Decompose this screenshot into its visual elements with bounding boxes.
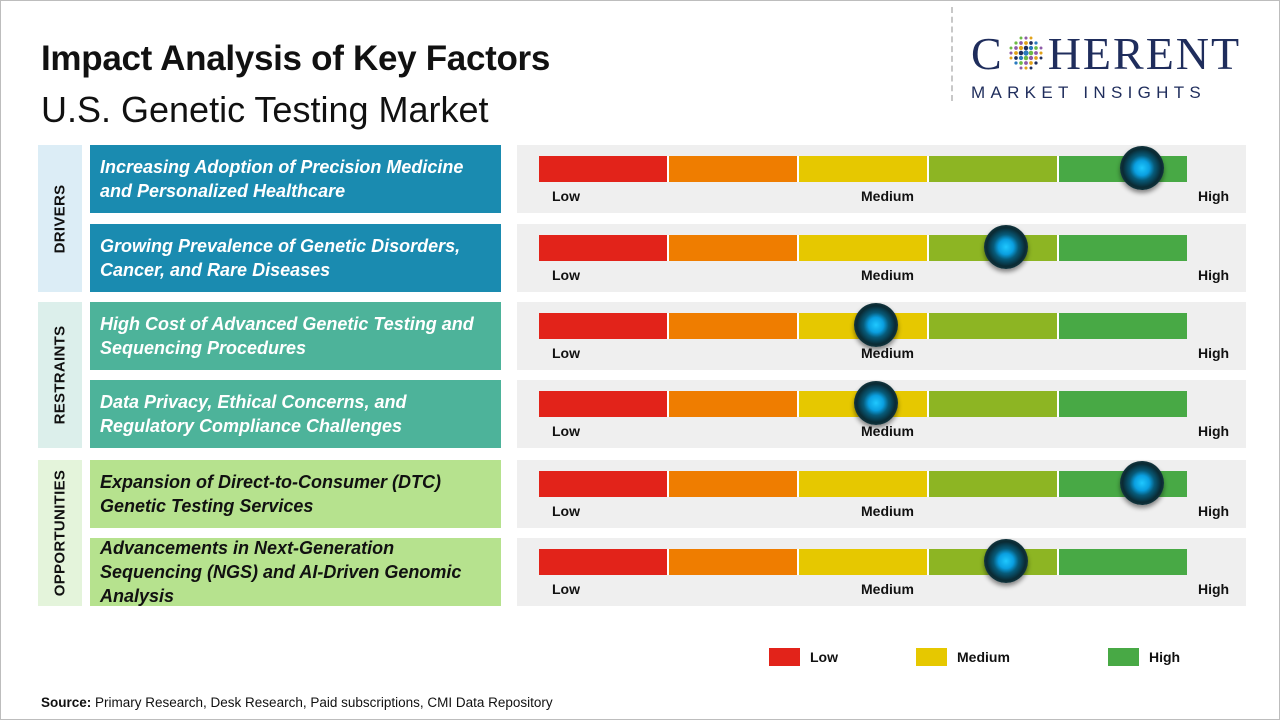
section-band-opportunities: OPPORTUNITIES <box>38 460 82 606</box>
scale-segment <box>929 471 1059 497</box>
scale-label-low: Low <box>552 503 580 519</box>
scale-segment <box>669 471 799 497</box>
impact-marker <box>1119 146 1164 190</box>
scale-segment <box>929 313 1059 339</box>
impact-meter: Low Medium High <box>517 380 1246 448</box>
impact-meter: Low Medium High <box>517 538 1246 606</box>
scale-segment <box>539 549 669 575</box>
scale-label-medium: Medium <box>861 581 914 597</box>
factor-box: Expansion of Direct-to-Consumer (DTC) Ge… <box>90 460 501 528</box>
scale-label-low: Low <box>552 423 580 439</box>
scale-segment <box>669 549 799 575</box>
factor-box: Growing Prevalence of Genetic Disorders,… <box>90 224 501 292</box>
scale-segment <box>669 156 799 182</box>
factor-box: Increasing Adoption of Precision Medicin… <box>90 145 501 213</box>
legend-item-high: High <box>1108 648 1180 666</box>
legend-label-low: Low <box>810 649 838 665</box>
scale-label-low: Low <box>552 345 580 361</box>
scale-segment <box>1059 313 1187 339</box>
scale-segment <box>1059 391 1187 417</box>
impact-marker <box>853 381 898 425</box>
factor-label: Increasing Adoption of Precision Medicin… <box>100 157 464 201</box>
legend-label-high: High <box>1149 649 1181 665</box>
impact-meter: Low Medium High <box>517 302 1246 370</box>
header-divider <box>951 7 953 101</box>
source-text: Primary Research, Desk Research, Paid su… <box>91 695 553 710</box>
impact-scale-bar <box>539 156 1187 182</box>
scale-label-medium: Medium <box>861 423 914 439</box>
scale-segment <box>539 156 669 182</box>
scale-segment <box>799 235 929 261</box>
impact-meter: Low Medium High <box>517 224 1246 292</box>
scale-segment <box>929 391 1059 417</box>
scale-segment <box>669 391 799 417</box>
logo-wordmark-right: HERENT <box>1047 28 1242 79</box>
scale-label-high: High <box>1198 345 1230 361</box>
logo-wordmark: C HERENT <box>971 31 1263 77</box>
scale-label-medium: Medium <box>861 345 914 361</box>
legend-swatch-medium <box>916 648 947 666</box>
factor-box: Data Privacy, Ethical Concerns, and Regu… <box>90 380 501 448</box>
page-title: Impact Analysis of Key Factors <box>41 39 551 78</box>
scale-segment <box>799 471 929 497</box>
scale-label-high: High <box>1198 267 1230 283</box>
factor-label: Growing Prevalence of Genetic Disorders,… <box>100 236 461 280</box>
impact-marker <box>853 303 898 347</box>
scale-segment <box>539 391 669 417</box>
scale-label-low: Low <box>552 188 580 204</box>
section-band-drivers: DRIVERS <box>38 145 82 292</box>
scale-label-high: High <box>1198 581 1230 597</box>
source-label: Source: <box>41 695 92 710</box>
scale-segment <box>669 313 799 339</box>
scale-segment <box>799 156 929 182</box>
scale-segment <box>539 471 669 497</box>
legend-item-medium: Medium <box>916 648 1010 666</box>
scale-label-high: High <box>1198 188 1230 204</box>
scale-label-medium: Medium <box>861 188 914 204</box>
source-note: Source: Primary Research, Desk Research,… <box>41 695 553 710</box>
page-subtitle: U.S. Genetic Testing Market <box>41 89 489 130</box>
section-label: DRIVERS <box>51 184 69 253</box>
factor-box: High Cost of Advanced Genetic Testing an… <box>90 302 501 370</box>
legend-label-medium: Medium <box>957 649 1010 665</box>
legend-swatch-low <box>769 648 800 666</box>
impact-scale-bar <box>539 313 1187 339</box>
legend-item-low: Low <box>769 648 838 666</box>
scale-segment <box>1059 549 1187 575</box>
factor-label: Advancements in Next-Generation Sequenci… <box>100 538 462 606</box>
logo-tagline: MARKET INSIGHTS <box>971 83 1207 102</box>
impact-scale-bar <box>539 549 1187 575</box>
factor-label: Data Privacy, Ethical Concerns, and Regu… <box>100 392 407 436</box>
impact-marker <box>1119 461 1164 505</box>
impact-meter: Low Medium High <box>517 460 1246 528</box>
section-label: OPPORTUNITIES <box>51 469 69 597</box>
factor-label: Expansion of Direct-to-Consumer (DTC) Ge… <box>100 472 442 516</box>
section-label: RESTRAINTS <box>51 325 69 425</box>
factor-label: High Cost of Advanced Genetic Testing an… <box>100 314 474 358</box>
impact-scale-bar <box>539 235 1187 261</box>
scale-label-medium: Medium <box>861 267 914 283</box>
scale-segment <box>669 235 799 261</box>
logo-wordmark-left: C <box>971 28 1004 79</box>
impact-marker <box>983 539 1028 583</box>
scale-label-low: Low <box>552 267 580 283</box>
scale-segment <box>1059 235 1187 261</box>
scale-label-high: High <box>1198 503 1230 519</box>
scale-label-low: Low <box>552 581 580 597</box>
impact-marker <box>983 225 1028 269</box>
scale-segment <box>929 156 1059 182</box>
legend-swatch-high <box>1108 648 1139 666</box>
logo-dot-mark-icon <box>1009 36 1043 70</box>
company-logo: C HERENT MARKET INSIGHTS <box>971 31 1263 103</box>
factor-box: Advancements in Next-Generation Sequenci… <box>90 538 501 606</box>
scale-label-medium: Medium <box>861 503 914 519</box>
scale-label-high: High <box>1198 423 1230 439</box>
scale-segment <box>539 313 669 339</box>
section-band-restraints: RESTRAINTS <box>38 302 82 448</box>
scale-segment <box>539 235 669 261</box>
impact-scale-bar <box>539 471 1187 497</box>
scale-segment <box>799 549 929 575</box>
impact-meter: Low Medium High <box>517 145 1246 213</box>
